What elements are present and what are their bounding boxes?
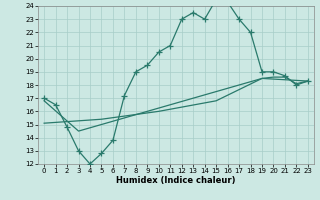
X-axis label: Humidex (Indice chaleur): Humidex (Indice chaleur): [116, 176, 236, 185]
